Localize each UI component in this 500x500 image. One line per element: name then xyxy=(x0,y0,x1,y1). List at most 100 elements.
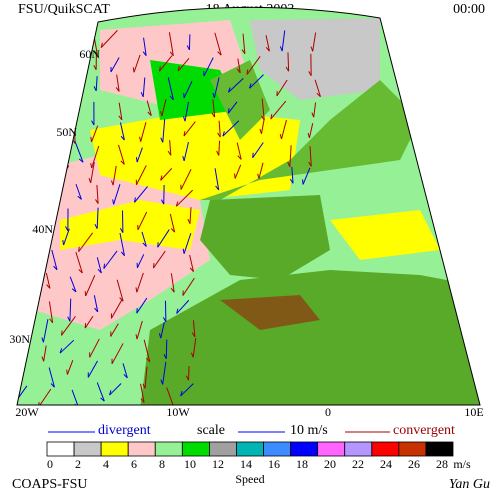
wind-arrow xyxy=(35,30,49,47)
wind-arrow-head xyxy=(311,112,315,118)
wind-arrow xyxy=(176,189,194,207)
colorbar-unit: m/s xyxy=(453,457,471,471)
wind-arrow xyxy=(38,388,52,405)
wind-arrow xyxy=(182,277,195,296)
wind-arrow-head xyxy=(12,141,13,146)
wind-arrow-head xyxy=(180,391,183,397)
wind-arrow-head xyxy=(182,155,185,162)
wind-arrow xyxy=(20,229,25,246)
wind-arrow xyxy=(59,339,75,354)
wind-arrow xyxy=(162,119,166,143)
wind-arrow xyxy=(169,140,172,156)
wind-arrow-head xyxy=(162,317,167,323)
wind-arrow-head xyxy=(183,131,186,137)
wind-arrow xyxy=(281,119,287,140)
wind-arrow xyxy=(143,37,147,56)
colorbar-tick: 2 xyxy=(75,457,81,471)
wind-arrow xyxy=(308,123,314,138)
wind-arrow xyxy=(136,272,144,293)
legend-scale: scale xyxy=(197,423,225,438)
wind-arrow xyxy=(75,183,82,200)
colorbar-tick: 28 xyxy=(436,457,448,471)
colorbar-swatch xyxy=(181,441,210,457)
wind-arrow-head xyxy=(234,173,236,179)
wind-arrow-head xyxy=(190,352,194,358)
wind-arrow xyxy=(23,34,29,51)
wind-arrow xyxy=(70,96,73,113)
wind-arrow xyxy=(119,232,125,256)
wind-arrow xyxy=(153,250,166,269)
wind-arrow-head xyxy=(77,195,82,200)
wind-arrow-head xyxy=(60,330,63,336)
wind-arrow-head xyxy=(62,240,65,246)
wind-arrow-head xyxy=(40,86,44,92)
wind-arrow xyxy=(38,168,47,183)
wind-arrow xyxy=(49,53,52,75)
wind-arrow xyxy=(136,147,143,163)
wind-arrow-head xyxy=(12,306,13,311)
wind-arrow xyxy=(42,77,46,92)
wind-arrow xyxy=(144,366,148,389)
wind-arrow xyxy=(281,30,286,52)
wind-arrow-head xyxy=(65,226,69,232)
wind-arrow xyxy=(62,59,77,77)
wind-arrow xyxy=(187,365,190,381)
colorbar-tick: 18 xyxy=(296,457,308,471)
wind-arrow xyxy=(236,142,242,160)
wind-arrow-head xyxy=(310,46,314,52)
wind-arrow xyxy=(110,323,119,337)
wind-arrow-head xyxy=(163,354,167,359)
wind-arrow xyxy=(183,141,189,162)
wind-arrow xyxy=(252,142,264,159)
wind-arrow xyxy=(95,76,98,91)
wind-arrow xyxy=(51,249,58,270)
wind-arrow-head xyxy=(246,69,249,75)
wind-arrow-head xyxy=(139,136,142,142)
colorbar-swatch xyxy=(154,441,183,457)
wind-arrow-head xyxy=(53,265,58,271)
wind-arrow xyxy=(183,233,192,254)
wind-arrow-head xyxy=(24,183,29,188)
wind-arrow xyxy=(157,229,170,248)
wind-arrow xyxy=(289,145,292,167)
wind-arrow-head xyxy=(93,65,97,70)
wind-arrow xyxy=(133,54,141,73)
wind-arrow xyxy=(91,125,99,143)
colorbar-swatch xyxy=(317,441,346,457)
legend-convergent: convergent xyxy=(393,423,455,438)
wind-arrow-head xyxy=(222,131,225,137)
wind-arrow-head xyxy=(100,397,105,402)
wind-arrow xyxy=(103,250,118,269)
wind-arrow xyxy=(89,338,100,358)
wind-arrow xyxy=(96,382,105,402)
wind-arrow xyxy=(136,165,147,185)
wind-arrow-head xyxy=(67,316,71,322)
wind-arrow-head xyxy=(175,201,179,207)
wind-arrow xyxy=(142,77,146,97)
wind-arrow xyxy=(96,257,102,274)
colorbar-tick: 0 xyxy=(47,457,53,471)
wind-arrow-head xyxy=(249,83,252,89)
wind-arrow xyxy=(270,100,287,120)
wind-arrow-head xyxy=(41,337,44,343)
wind-arrow-head xyxy=(34,41,37,47)
wind-arrow xyxy=(100,30,118,48)
wind-arrow xyxy=(63,228,70,246)
colorbar-swatch xyxy=(236,441,264,457)
wind-arrow-head xyxy=(120,251,125,257)
wind-arrow-head xyxy=(211,112,216,118)
wind-arrow xyxy=(74,141,84,163)
wind-arrow-head xyxy=(135,287,138,293)
lat-label: 60N xyxy=(79,47,100,61)
lon-label: 10W xyxy=(166,405,190,419)
wind-arrow-head xyxy=(119,227,124,233)
wind-arrow xyxy=(184,101,189,122)
wind-arrow xyxy=(17,73,22,89)
wind-arrow-head xyxy=(95,199,99,204)
colorbar-tick: 6 xyxy=(131,457,137,471)
wind-arrow-head xyxy=(112,199,115,205)
header-time: 00:00 xyxy=(453,2,485,17)
colorbar-tick: 20 xyxy=(324,457,336,471)
wind-arrow-head xyxy=(78,246,80,252)
wind-arrow xyxy=(116,74,120,92)
